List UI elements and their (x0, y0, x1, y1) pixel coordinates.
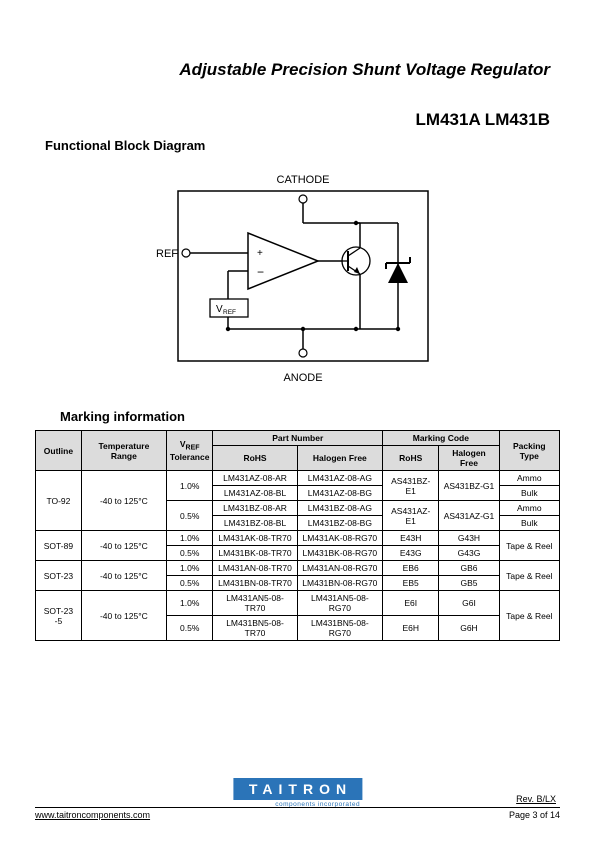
col-vref-tol: VREFTolerance (166, 431, 213, 471)
diagram-heading: Functional Block Diagram (45, 138, 560, 153)
functional-block-diagram: CATHODE ANODE REF + − (138, 161, 458, 391)
marking-heading: Marking information (60, 409, 560, 424)
col-partnum: Part Number (213, 431, 383, 446)
table-row: SOT-89 -40 to 125°C 1.0% LM431AK-08-TR70… (36, 531, 560, 546)
svg-text:V: V (216, 304, 223, 315)
ref-label: REF (156, 248, 178, 260)
table-row: TO-92 -40 to 125°C 1.0% LM431AZ-08-AR LM… (36, 471, 560, 486)
col-rohs-2: RoHS (383, 446, 439, 471)
col-packing: Packing Type (499, 431, 559, 471)
col-halogen-2: Halogen Free (439, 446, 499, 471)
cathode-label: CATHODE (276, 174, 329, 186)
svg-text:REF: REF (223, 309, 236, 316)
page-title: Adjustable Precision Shunt Voltage Regul… (35, 60, 560, 80)
col-markcode: Marking Code (383, 431, 500, 446)
col-halogen-1: Halogen Free (297, 446, 383, 471)
svg-text:−: − (257, 265, 264, 279)
table-row: SOT-23 -40 to 125°C 1.0% LM431AN-08-TR70… (36, 561, 560, 576)
table-row: SOT-23 -5 -40 to 125°C 1.0% LM431AN5-08-… (36, 591, 560, 616)
part-numbers: LM431A LM431B (35, 110, 560, 130)
page-footer: Rev. B/LX www.taitroncomponents.com Page… (35, 792, 560, 820)
anode-label: ANODE (283, 372, 322, 384)
revision: Rev. B/LX (516, 794, 560, 804)
col-outline: Outline (36, 431, 82, 471)
marking-table: Outline Temperature Range VREFTolerance … (35, 430, 560, 641)
page-number: Page 3 of 14 (509, 810, 560, 820)
col-temp: Temperature Range (81, 431, 166, 471)
svg-text:+: + (257, 248, 263, 259)
col-rohs-1: RoHS (213, 446, 297, 471)
footer-url: www.taitroncomponents.com (35, 810, 150, 820)
